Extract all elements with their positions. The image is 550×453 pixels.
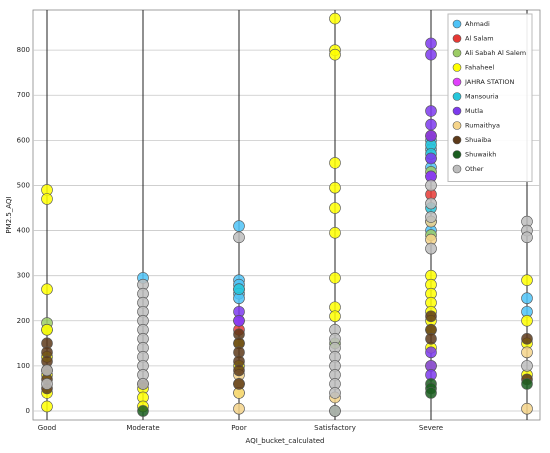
legend-label: Shuwaikh [465, 151, 496, 159]
y-tick-label: 800 [17, 46, 30, 54]
point [329, 387, 341, 399]
point [521, 231, 533, 244]
point [425, 211, 437, 223]
point [425, 37, 437, 50]
legend-marker [452, 106, 462, 116]
point [233, 231, 245, 244]
point [41, 364, 53, 377]
point [329, 202, 341, 214]
point [329, 48, 341, 61]
point [41, 193, 53, 205]
point [329, 310, 341, 323]
y-tick-label: 700 [17, 91, 30, 99]
y-tick-label: 100 [17, 362, 30, 370]
x-tick-label: Good [38, 424, 56, 432]
point [329, 272, 341, 284]
legend-label: Ali Sabah Al Salem [465, 49, 526, 57]
point [329, 181, 341, 194]
point [521, 314, 533, 327]
point [41, 400, 53, 413]
point [329, 405, 341, 417]
point [425, 48, 437, 61]
legend-label: Mutla [465, 107, 483, 115]
point [425, 118, 437, 131]
point [425, 152, 437, 165]
legend-label: Al Salam [465, 35, 494, 43]
point [233, 314, 245, 327]
legend-marker [452, 150, 462, 159]
point [521, 378, 533, 390]
legend-label: Fahaheel [465, 64, 494, 72]
legend-label: Other [465, 165, 484, 173]
point [233, 283, 245, 295]
y-axis-label: PM2.5_AQI [5, 196, 13, 233]
legend-marker [452, 121, 462, 130]
point [233, 220, 245, 232]
legend-marker [452, 63, 462, 72]
legend-label: Shuaiba [465, 136, 491, 144]
point [41, 283, 53, 295]
point [425, 333, 437, 345]
point [425, 179, 437, 192]
point [521, 346, 533, 359]
x-tick-label: Severe [419, 424, 443, 432]
legend-marker [452, 164, 462, 174]
legend-box [447, 13, 533, 182]
y-tick-label: 300 [17, 272, 30, 280]
legend-marker [452, 19, 462, 29]
point [329, 12, 341, 25]
legend-marker [452, 92, 462, 101]
point [233, 364, 245, 377]
point [137, 405, 149, 417]
y-tick-label: 400 [17, 227, 30, 235]
y-tick-label: 600 [17, 136, 30, 144]
x-tick-label: Moderate [126, 424, 159, 432]
y-tick-label: 500 [17, 181, 30, 189]
point [425, 387, 437, 399]
point [521, 333, 533, 345]
point [425, 346, 437, 359]
x-tick-label: Satisfactory [314, 424, 356, 432]
legend-marker [452, 77, 462, 87]
y-tick-label: 0 [26, 407, 30, 415]
point [521, 360, 533, 372]
point [521, 274, 533, 286]
point [137, 378, 149, 390]
point [425, 242, 437, 255]
legend-label: Ahmadi [465, 20, 490, 28]
point [41, 323, 53, 336]
legend-label: JAHRA STATION [464, 78, 514, 86]
point [425, 130, 437, 142]
x-tick-label: Poor [231, 424, 247, 432]
legend-marker [452, 34, 462, 43]
point [329, 157, 341, 169]
point [425, 105, 437, 117]
point [425, 197, 437, 210]
point [233, 378, 245, 390]
point [41, 378, 53, 390]
legend: Ahmadi Al Salam Ali Sabah Al Salem Fahaheel… [447, 13, 533, 182]
legend-label: Rumaithya [465, 122, 500, 130]
legend-label: Mansouria [465, 93, 499, 101]
point [521, 292, 533, 305]
point [521, 402, 533, 415]
point [329, 227, 341, 239]
point [425, 310, 437, 323]
x-axis-label: AQI_bucket_calculated [246, 437, 325, 445]
point [233, 402, 245, 415]
y-tick-label: 200 [17, 317, 30, 325]
legend-marker [452, 48, 462, 58]
legend-marker [452, 135, 462, 145]
